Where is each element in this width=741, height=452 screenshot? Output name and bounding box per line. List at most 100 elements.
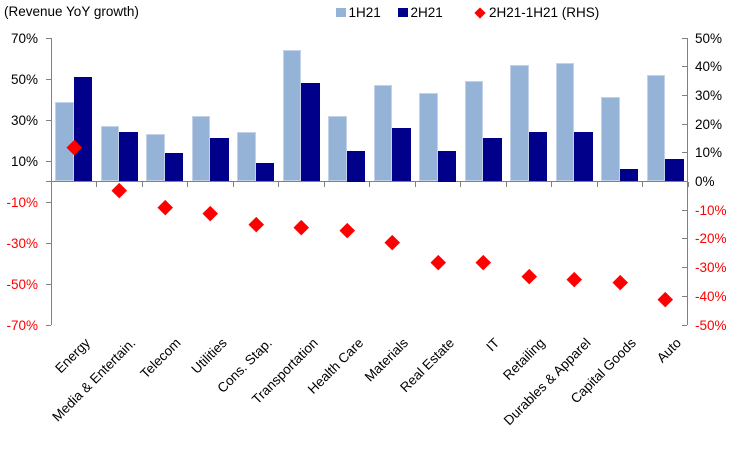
category-tick (50, 181, 52, 187)
bar-2h21-5 (301, 83, 320, 182)
bar-2h21-2 (164, 152, 184, 182)
bar-2h21-13 (665, 158, 684, 182)
bar-1h21-6 (328, 115, 347, 182)
category-tick (323, 181, 325, 187)
plot-area (46, 37, 689, 326)
bar-2h21-1 (119, 132, 138, 182)
right-axis-tick (682, 238, 687, 240)
left-axis-tick (46, 201, 51, 203)
bar-2h21-12 (619, 169, 639, 182)
right-axis-tick (682, 324, 687, 326)
left-axis-label: -50% (6, 276, 38, 292)
right-axis-label: 50% (695, 30, 723, 46)
x-axis-line (46, 181, 688, 182)
diamond-diff-12 (612, 274, 628, 290)
right-axis-label: -10% (695, 202, 727, 218)
chart-title: (Revenue YoY growth) (4, 4, 139, 19)
category-tick (141, 181, 143, 187)
category-tick (187, 181, 188, 187)
right-axis-tick (682, 37, 687, 39)
left-axis-tick (46, 324, 51, 326)
diamond-diff-5 (293, 219, 309, 235)
legend-diamond-icon (474, 6, 486, 19)
left-axis-label: 30% (10, 112, 38, 128)
right-axis-tick (682, 123, 687, 125)
legend-label: 2H21-1H21 (RHS) (489, 5, 600, 20)
bar-2h21-6 (346, 150, 366, 182)
diamond-diff-10 (521, 268, 537, 284)
category-tick (96, 181, 97, 187)
category-label-3: Utilities (188, 335, 230, 377)
category-label-13: Auto (654, 335, 685, 366)
legend-label: 1H21 (348, 5, 381, 20)
diamond-diff-1 (111, 182, 127, 198)
bar-2h21-7 (392, 128, 411, 182)
bar-2h21-9 (483, 138, 502, 182)
left-axis-tick (46, 37, 51, 39)
diamond-diff-8 (430, 254, 446, 270)
diamond-diff-9 (475, 254, 491, 270)
left-axis-tick (46, 160, 51, 162)
bar-2h21-8 (437, 150, 457, 182)
legend-label: 2H21 (410, 5, 443, 20)
right-axis-tick (682, 152, 687, 154)
right-axis-tick (682, 209, 687, 211)
right-axis-label: -20% (695, 231, 727, 247)
category-label-1: Media & Entertain. (49, 335, 139, 425)
category-tick (596, 181, 598, 187)
category-label-2: Telecom (137, 335, 185, 382)
left-axis-label: -70% (6, 317, 38, 333)
diamond-diff-7 (384, 234, 400, 250)
left-axis-label: -10% (6, 194, 38, 210)
category-tick (505, 181, 507, 187)
bar-1h21-5 (282, 50, 302, 182)
right-axis-label: -50% (695, 317, 727, 333)
right-axis-tick (682, 295, 687, 297)
category-tick (642, 181, 643, 187)
diamond-diff-11 (566, 271, 582, 287)
category-tick (414, 181, 416, 187)
diamond-diff-2 (157, 199, 173, 215)
legend-square-icon (398, 7, 408, 18)
right-axis-label: 10% (695, 145, 723, 161)
bar-1h21-12 (601, 97, 620, 182)
right-axis-tick (682, 66, 687, 68)
bar-2h21-3 (210, 138, 229, 182)
diamond-diff-6 (339, 222, 355, 238)
bar-2h21-4 (255, 163, 275, 182)
left-axis-tick (46, 78, 51, 80)
category-tick (551, 181, 552, 187)
bar-1h21-10 (510, 64, 529, 182)
bar-2h21-0 (73, 76, 93, 182)
category-tick (687, 181, 689, 187)
category-label-0: Energy (52, 335, 94, 377)
diamond-diff-3 (202, 205, 218, 221)
left-axis-label: 10% (10, 153, 38, 169)
legend-item-2: 2H21-1H21 (RHS) (474, 5, 599, 20)
bar-1h21-3 (191, 115, 211, 182)
bar-1h21-11 (555, 62, 575, 182)
bar-2h21-10 (528, 132, 548, 182)
right-axis-label: -40% (695, 288, 727, 304)
right-axis-label: 0% (695, 174, 715, 189)
right-axis-tick (682, 181, 687, 182)
legend-item-0: 1H21 (336, 5, 381, 20)
right-axis-tick (682, 267, 687, 269)
category-label-11: Durables & Apparel (500, 335, 594, 429)
left-axis-label: -30% (6, 235, 38, 251)
bar-1h21-13 (646, 74, 666, 182)
right-axis-label: -30% (695, 260, 727, 276)
legend-item-1: 2H21 (398, 5, 443, 20)
legend-square-icon (336, 7, 346, 18)
left-axis-tick (46, 119, 51, 121)
bar-1h21-9 (464, 81, 484, 182)
left-axis-label: 50% (10, 71, 38, 87)
bar-1h21-4 (237, 132, 256, 182)
category-tick (369, 181, 370, 187)
bar-1h21-2 (146, 134, 165, 182)
category-tick (232, 181, 234, 187)
bar-2h21-11 (574, 132, 593, 182)
bar-1h21-8 (419, 93, 438, 182)
left-axis-tick (46, 283, 51, 285)
